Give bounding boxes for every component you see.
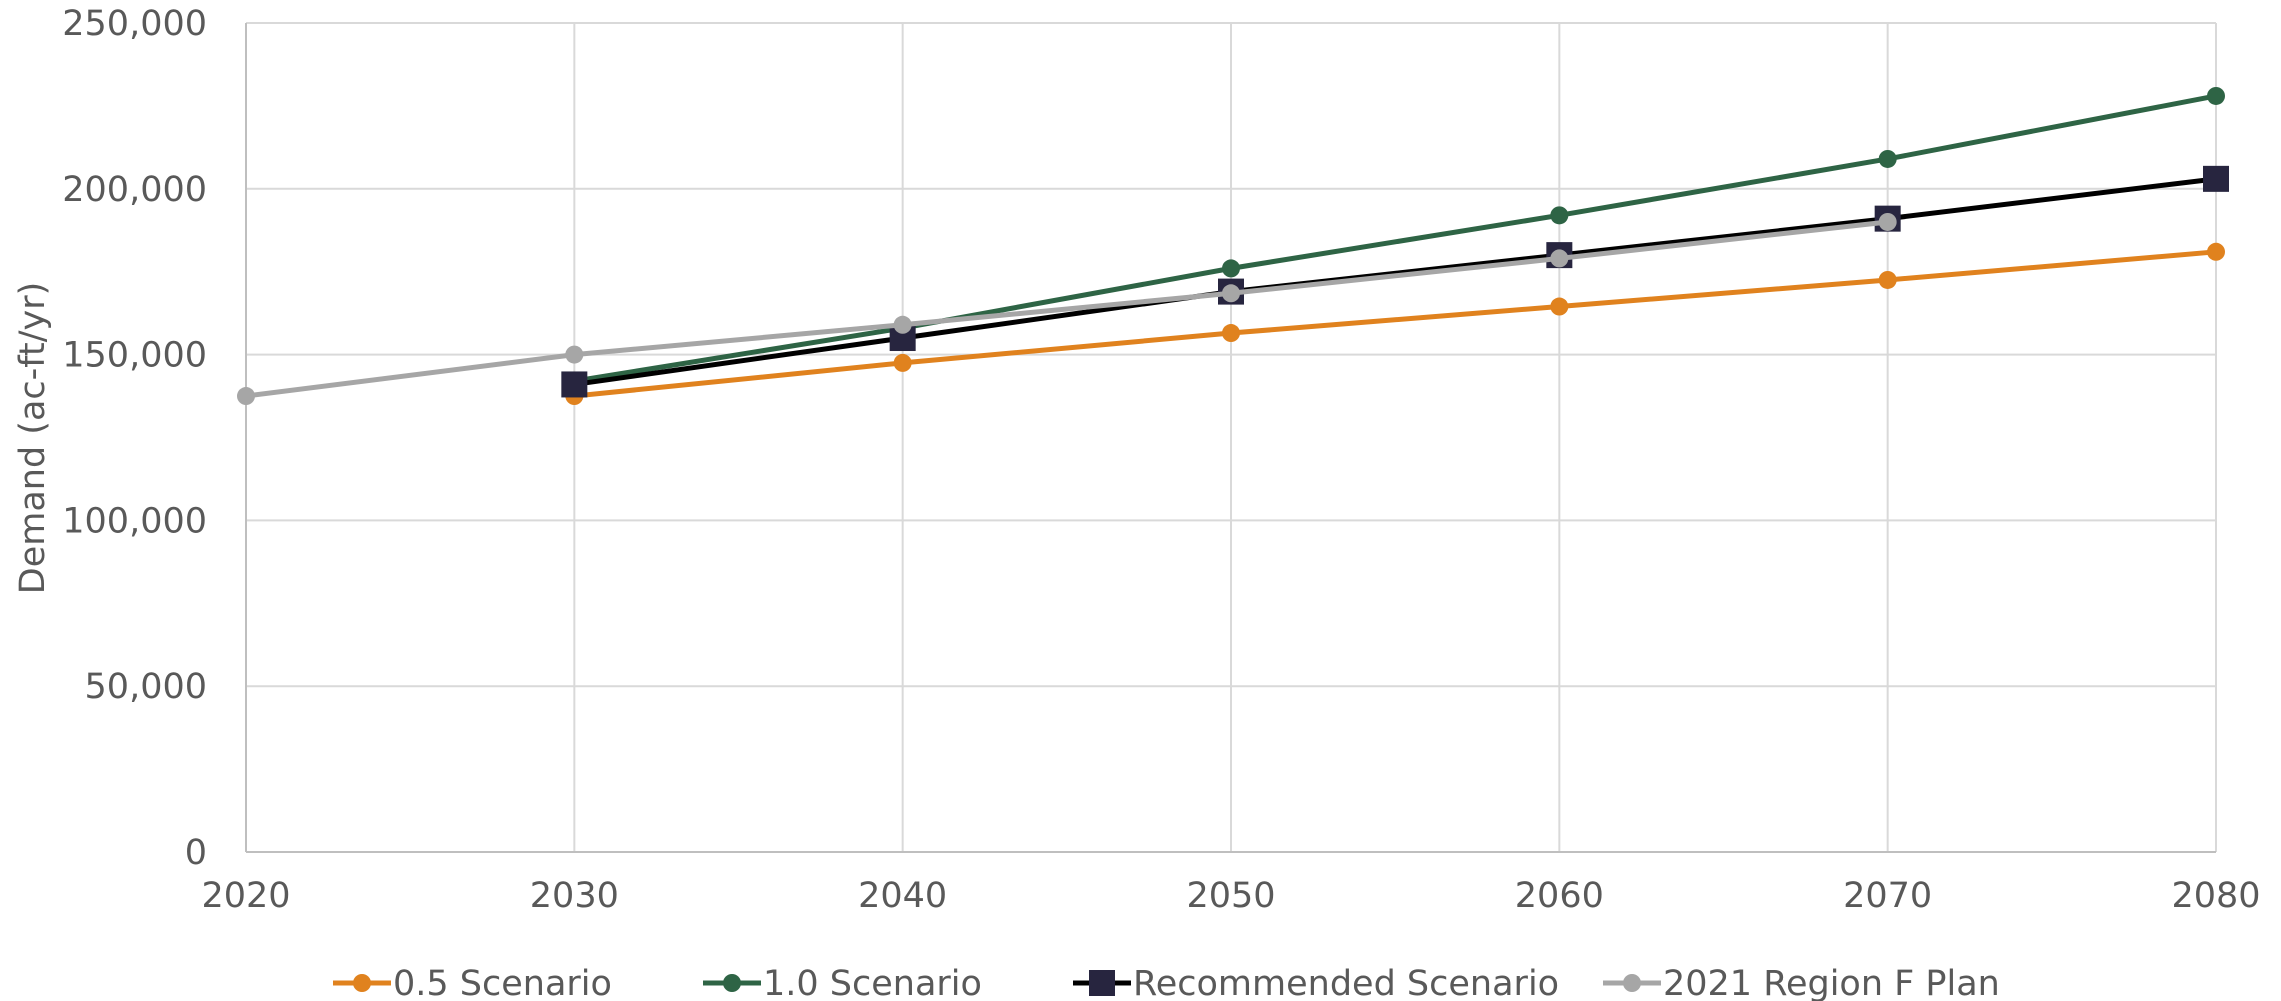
data-point [1550, 249, 1569, 268]
x-tick-label: 2060 [1515, 876, 1604, 916]
data-point [1222, 259, 1240, 278]
y-tick-label: 50,000 [85, 667, 207, 707]
x-tick-label: 2070 [1843, 876, 1932, 916]
y-axis-title: Demand (ac-ft/yr) [13, 282, 53, 595]
series-2021-region-f-plan [237, 212, 1897, 406]
legend-marker [723, 974, 741, 992]
x-tick-label: 2040 [858, 876, 947, 916]
series-line [573, 93, 2217, 384]
y-tick-label: 0 [185, 833, 207, 873]
data-point [1222, 324, 1240, 343]
series-layer [237, 86, 2229, 406]
legend-item: Recommended Scenario [1073, 964, 1559, 1001]
x-tick-label: 2020 [201, 876, 290, 916]
legend-marker [1623, 974, 1641, 992]
data-point-square [561, 371, 588, 398]
data-point [1550, 297, 1569, 316]
legend-item: 0.5 Scenario [333, 964, 612, 1001]
data-point [1550, 206, 1569, 225]
legend-label: 0.5 Scenario [393, 964, 612, 1001]
y-axis: 0 50,000 100,000 150,000 200,000 250,000 [62, 4, 207, 873]
y-tick-label: 250,000 [62, 4, 207, 44]
y-tick-label: 150,000 [62, 336, 207, 376]
x-tick-label: 2030 [530, 876, 619, 916]
x-axis: 2020 2030 2040 2050 2060 2070 2080 [201, 876, 2260, 916]
data-point [2207, 86, 2225, 105]
series-line [245, 219, 1888, 399]
legend-label: Recommended Scenario [1133, 964, 1559, 1001]
legend-marker [353, 974, 371, 992]
data-point [893, 315, 912, 334]
legend-label: 2021 Region F Plan [1663, 964, 2000, 1001]
data-point [1878, 270, 1897, 289]
data-point [1222, 284, 1240, 303]
legend-label: 1.0 Scenario [763, 964, 982, 1001]
x-tick-label: 2080 [2171, 876, 2260, 916]
data-point [1878, 149, 1897, 168]
series-line [574, 249, 2217, 399]
series-recommended-scenario [561, 165, 2229, 398]
y-tick-label: 100,000 [62, 501, 207, 541]
data-point-square [2203, 165, 2229, 192]
data-point [237, 387, 255, 406]
data-point [2207, 242, 2225, 261]
legend-item: 2021 Region F Plan [1603, 964, 2000, 1001]
grid-lines [245, 22, 2217, 853]
series-0-5-scenario [565, 242, 2225, 406]
y-tick-label: 200,000 [62, 170, 207, 210]
series-1-0-scenario [565, 86, 2225, 391]
data-point [1878, 212, 1897, 231]
data-point [565, 345, 584, 364]
legend-item: 1.0 Scenario [703, 964, 982, 1001]
x-tick-label: 2050 [1186, 876, 1275, 916]
legend-marker [1089, 970, 1115, 996]
data-point [893, 353, 912, 372]
legend: 0.5 Scenario 1.0 Scenario Recommended Scen… [333, 964, 2000, 1001]
